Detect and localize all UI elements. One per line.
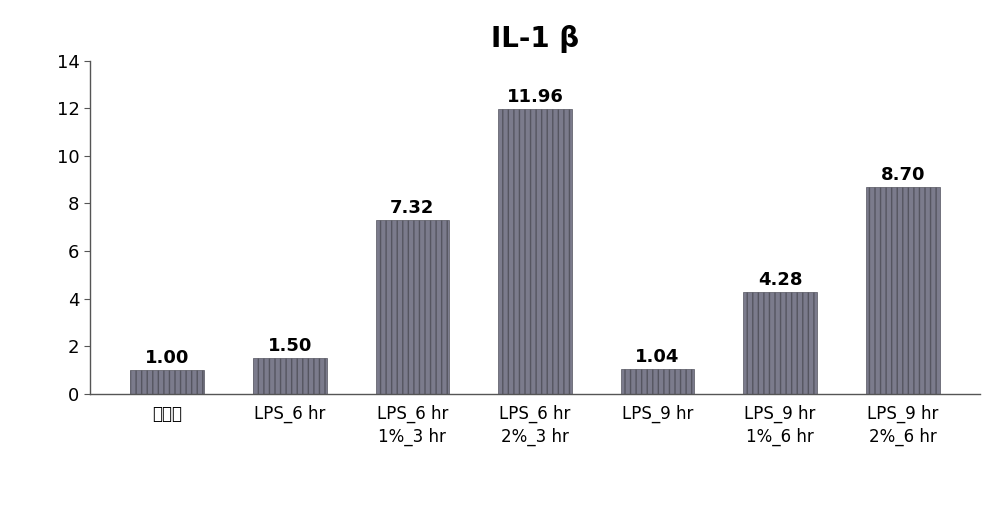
Title: IL-1 β: IL-1 β <box>491 25 579 53</box>
Bar <box>743 292 817 394</box>
Text: 4.28: 4.28 <box>758 271 802 289</box>
Bar <box>621 369 694 394</box>
Text: 8.70: 8.70 <box>881 166 925 184</box>
Bar <box>376 220 449 394</box>
Text: 1.04: 1.04 <box>635 348 680 366</box>
Bar <box>866 187 940 394</box>
Text: 11.96: 11.96 <box>507 88 563 107</box>
Text: 1.50: 1.50 <box>268 337 312 356</box>
Text: 1.00: 1.00 <box>145 349 189 367</box>
Text: 7.32: 7.32 <box>390 199 435 217</box>
Bar <box>130 370 204 394</box>
Bar <box>253 358 327 394</box>
Bar <box>498 109 572 394</box>
